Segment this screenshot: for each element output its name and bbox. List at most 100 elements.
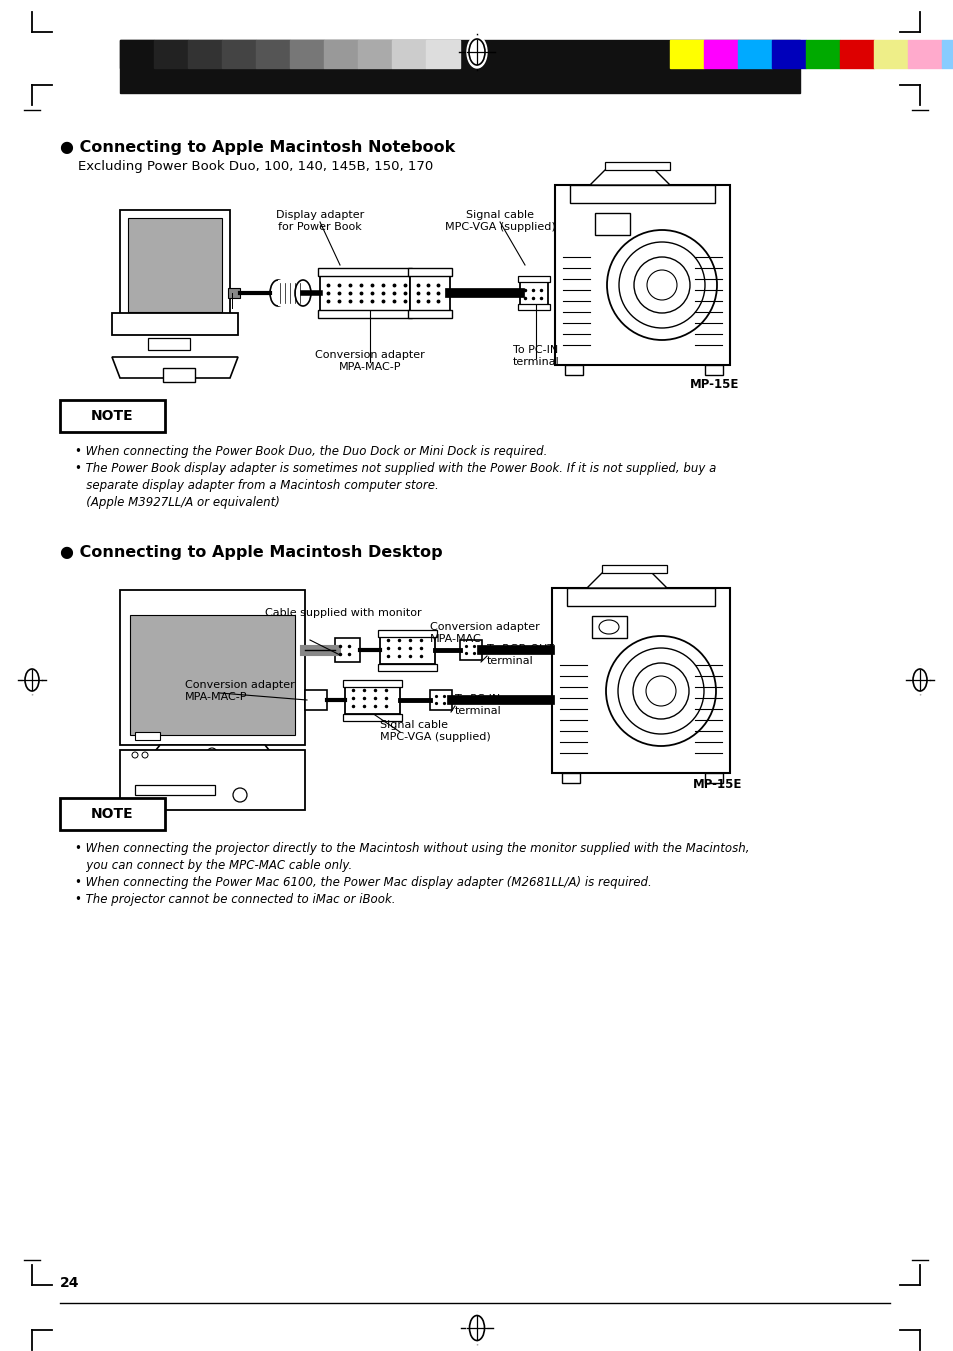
Bar <box>163 367 194 382</box>
Bar <box>392 41 426 68</box>
Bar <box>148 338 190 350</box>
Circle shape <box>605 636 716 746</box>
Text: Excluding Power Book Duo, 100, 140, 145B, 150, 170: Excluding Power Book Duo, 100, 140, 145B… <box>78 159 433 173</box>
Bar <box>566 588 714 607</box>
Circle shape <box>633 663 688 719</box>
Bar <box>601 565 666 573</box>
Bar <box>669 41 703 68</box>
Bar <box>277 280 303 305</box>
Bar <box>128 218 222 312</box>
Bar <box>805 41 840 68</box>
Circle shape <box>634 257 689 313</box>
Bar <box>120 590 305 744</box>
Bar <box>343 680 401 688</box>
Text: To PC-IN
terminal: To PC-IN terminal <box>512 345 558 366</box>
Text: ● Connecting to Apple Macintosh Desktop: ● Connecting to Apple Macintosh Desktop <box>60 544 442 561</box>
Circle shape <box>142 753 148 758</box>
Bar <box>290 41 324 68</box>
Bar <box>703 41 738 68</box>
Text: ● Connecting to Apple Macintosh Notebook: ● Connecting to Apple Macintosh Notebook <box>60 141 455 155</box>
Bar <box>135 785 214 794</box>
Bar <box>408 309 452 317</box>
Bar <box>324 41 357 68</box>
Ellipse shape <box>910 666 928 694</box>
Bar <box>771 41 805 68</box>
Circle shape <box>618 242 704 328</box>
Bar <box>592 616 626 638</box>
Bar <box>873 41 907 68</box>
Bar <box>519 281 547 305</box>
Bar <box>120 41 153 68</box>
Polygon shape <box>586 573 666 588</box>
Text: 24: 24 <box>60 1275 79 1290</box>
Bar <box>305 690 327 711</box>
Circle shape <box>207 748 216 758</box>
Bar <box>459 640 481 661</box>
Bar <box>130 770 294 784</box>
Bar <box>552 588 729 773</box>
Bar <box>357 41 392 68</box>
Circle shape <box>618 648 703 734</box>
Circle shape <box>646 270 677 300</box>
Bar <box>555 185 729 365</box>
Bar <box>343 713 401 721</box>
Bar <box>604 162 669 170</box>
Bar <box>317 267 412 276</box>
Ellipse shape <box>467 36 486 68</box>
Polygon shape <box>112 357 237 378</box>
Bar <box>379 636 435 663</box>
Bar <box>335 638 359 662</box>
Bar <box>569 185 714 203</box>
Text: • When connecting the Power Book Duo, the Duo Dock or Mini Dock is required.: • When connecting the Power Book Duo, th… <box>75 444 547 458</box>
Text: • When connecting the projector directly to the Macintosh without using the moni: • When connecting the projector directly… <box>75 842 749 855</box>
Text: To RGB-OUT
terminal: To RGB-OUT terminal <box>486 644 554 666</box>
Bar <box>564 365 582 376</box>
Bar <box>408 267 452 276</box>
Bar <box>222 41 255 68</box>
Circle shape <box>132 753 138 758</box>
Text: Display adapter
for Power Book: Display adapter for Power Book <box>275 209 364 231</box>
Bar <box>907 41 941 68</box>
Circle shape <box>606 230 717 340</box>
Text: NOTE: NOTE <box>91 807 133 821</box>
Ellipse shape <box>467 1312 486 1344</box>
Bar <box>130 615 294 735</box>
Bar <box>188 41 222 68</box>
Bar <box>941 41 953 68</box>
Bar <box>426 41 459 68</box>
Text: MP-15E: MP-15E <box>690 378 739 390</box>
Bar <box>255 41 290 68</box>
Ellipse shape <box>270 280 286 305</box>
Bar <box>319 276 410 311</box>
Text: Conversion adapter
MPA-MAC-P: Conversion adapter MPA-MAC-P <box>185 680 294 701</box>
Bar <box>738 41 771 68</box>
Text: MP-15E: MP-15E <box>693 778 741 790</box>
Bar <box>135 732 160 740</box>
Bar <box>120 41 800 93</box>
Text: Signal cable
MPC-VGA (supplied): Signal cable MPC-VGA (supplied) <box>379 720 490 742</box>
Text: NOTE: NOTE <box>91 409 133 423</box>
Polygon shape <box>589 170 669 185</box>
Text: Conversion adapter
MPA-MAC: Conversion adapter MPA-MAC <box>430 621 539 643</box>
Text: separate display adapter from a Macintosh computer store.: separate display adapter from a Macintos… <box>75 480 438 492</box>
Polygon shape <box>140 744 285 770</box>
Bar <box>60 798 165 830</box>
Text: Cable supplied with monitor: Cable supplied with monitor <box>265 608 421 617</box>
Bar <box>595 213 629 235</box>
Text: To PC-IN
terminal: To PC-IN terminal <box>455 694 501 716</box>
Bar <box>517 304 550 309</box>
Bar <box>704 365 722 376</box>
Bar <box>410 276 450 311</box>
Circle shape <box>233 788 247 802</box>
Bar <box>112 313 237 335</box>
Ellipse shape <box>23 666 41 694</box>
Text: Signal cable
MPC-VGA (supplied): Signal cable MPC-VGA (supplied) <box>444 209 555 231</box>
Bar <box>561 773 579 784</box>
Bar <box>153 41 188 68</box>
Text: you can connect by the MPC-MAC cable only.: you can connect by the MPC-MAC cable onl… <box>75 859 352 871</box>
Bar <box>517 276 550 282</box>
Bar <box>60 400 165 432</box>
Circle shape <box>645 676 676 707</box>
Text: • When connecting the Power Mac 6100, the Power Mac display adapter (M2681LL/A) : • When connecting the Power Mac 6100, th… <box>75 875 651 889</box>
Text: Conversion adapter
MPA-MAC-P: Conversion adapter MPA-MAC-P <box>314 350 424 372</box>
